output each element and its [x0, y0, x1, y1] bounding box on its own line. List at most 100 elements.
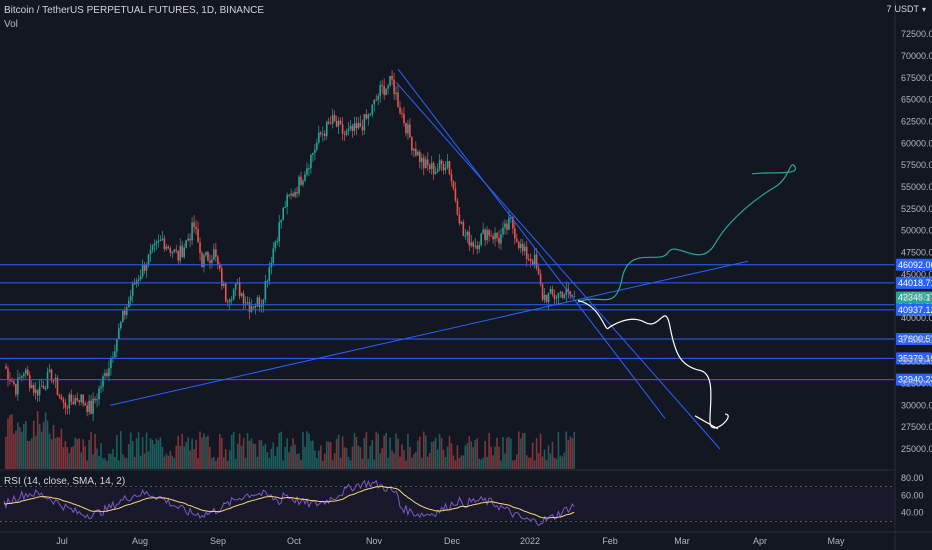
- volume-bar: [187, 437, 189, 469]
- time-tick-label: 2022: [520, 536, 540, 546]
- candle-body: [438, 160, 441, 170]
- candle-body: [409, 124, 411, 138]
- volume-bar: [127, 444, 130, 469]
- volume-bar: [488, 433, 490, 469]
- time-tick-label: Sep: [210, 536, 226, 546]
- candle-body: [310, 154, 312, 169]
- candle-body: [466, 231, 469, 236]
- volume-bar: [135, 438, 138, 469]
- candle-body: [187, 238, 189, 241]
- candle-body: [525, 246, 528, 259]
- volume-bar: [464, 445, 467, 469]
- candle-body: [189, 238, 191, 241]
- bullish-projection-path: [577, 164, 796, 303]
- rsi-pane: [3, 479, 575, 527]
- volume-bar: [11, 414, 13, 469]
- level-price-tag: [896, 276, 932, 289]
- volume-bar: [195, 439, 197, 469]
- volume-bar: [278, 433, 281, 469]
- candle-body: [222, 283, 225, 286]
- volume-bar: [28, 440, 31, 469]
- volume-bar: [409, 447, 411, 469]
- candle-body: [292, 193, 294, 197]
- candle-body: [318, 132, 320, 143]
- volume-bar: [381, 448, 383, 469]
- volume-bar: [460, 455, 463, 469]
- time-tick-label: Aug: [132, 536, 148, 546]
- trend-lines[interactable]: [109, 68, 749, 450]
- volume-bar: [407, 433, 409, 469]
- candle-body: [541, 284, 544, 300]
- candle-body: [74, 398, 77, 405]
- candle-body: [448, 161, 451, 174]
- volume-bar: [116, 434, 118, 469]
- level-price-label: 37600.57: [898, 334, 932, 344]
- volume-bar: [175, 445, 178, 469]
- volume-bar: [137, 431, 140, 469]
- volume-bar: [318, 450, 320, 469]
- candle-body: [165, 246, 168, 250]
- candlesticks[interactable]: [5, 70, 576, 422]
- candle-body: [452, 180, 455, 189]
- volume-bar: [42, 422, 45, 469]
- candle-body: [399, 107, 401, 114]
- candle-body: [407, 124, 409, 134]
- volume-bar: [535, 437, 538, 469]
- candle-body: [321, 133, 324, 135]
- volume-bar: [296, 453, 298, 469]
- candle-body: [549, 288, 552, 293]
- volume-bar: [32, 420, 35, 469]
- candle-body: [244, 302, 247, 304]
- volume-bar: [500, 460, 502, 469]
- candle-body: [329, 123, 332, 125]
- candle-body: [159, 239, 162, 241]
- descending-channel-line-upper: [397, 68, 666, 419]
- volume-bar: [375, 431, 378, 469]
- volume-bar: [282, 460, 284, 469]
- candle-body: [373, 99, 376, 105]
- candle-body: [420, 157, 423, 163]
- currency-selector[interactable]: 7 USDT ▾: [886, 4, 926, 14]
- candle-body: [523, 246, 526, 252]
- candle-body: [551, 288, 554, 295]
- volume-bar: [454, 460, 457, 469]
- rsi-legend[interactable]: RSI (14, close, SMA, 14, 2): [4, 476, 126, 487]
- volume-bar: [13, 433, 15, 469]
- volume-bar: [179, 445, 182, 469]
- volume-bar: [571, 437, 574, 469]
- volume-bar: [549, 453, 552, 469]
- price-tick-label: 65000.00: [901, 95, 932, 105]
- volume-bar: [512, 460, 514, 469]
- candle-body: [221, 268, 223, 286]
- candle-body: [442, 164, 445, 171]
- level-price-label: 35379.19: [898, 353, 932, 363]
- volume-bar: [183, 446, 185, 469]
- volume-bar: [272, 442, 275, 469]
- volume-bar: [405, 460, 407, 469]
- price-axis[interactable]: 72500.00 70000.00 67500.00 65000.00 62500.00…: [894, 0, 932, 550]
- volume-bar: [339, 457, 342, 469]
- volume-bar: [56, 436, 59, 469]
- time-axis[interactable]: Jul Aug Sep Oct Nov Dec 2022 Feb Mar Apr May: [0, 531, 932, 546]
- volume-bar: [167, 455, 170, 469]
- volume-bar: [327, 441, 330, 469]
- price-tick-label: 42500.00: [901, 291, 932, 301]
- projection-paths[interactable]: [577, 164, 796, 430]
- volume-legend[interactable]: Vol: [4, 19, 18, 30]
- candle-body: [240, 293, 243, 296]
- level-price-tag: [896, 373, 932, 386]
- volume-bar: [508, 436, 510, 469]
- time-tick-label: Feb: [602, 536, 618, 546]
- volume-bar: [304, 446, 306, 469]
- volume-bar: [444, 456, 447, 469]
- candle-body: [264, 281, 267, 300]
- volume-bar: [7, 418, 9, 469]
- volume-bar: [403, 450, 405, 469]
- horizontal-levels[interactable]: 46092.0644018.7141520.5040937.1237600.57…: [0, 258, 932, 386]
- candle-body: [573, 296, 576, 298]
- symbol-title[interactable]: Bitcoin / TetherUS PERPETUAL FUTURES, 1D…: [4, 5, 265, 16]
- volume-bar: [573, 431, 576, 469]
- volume-bar: [345, 448, 348, 469]
- volume-bar: [189, 450, 191, 469]
